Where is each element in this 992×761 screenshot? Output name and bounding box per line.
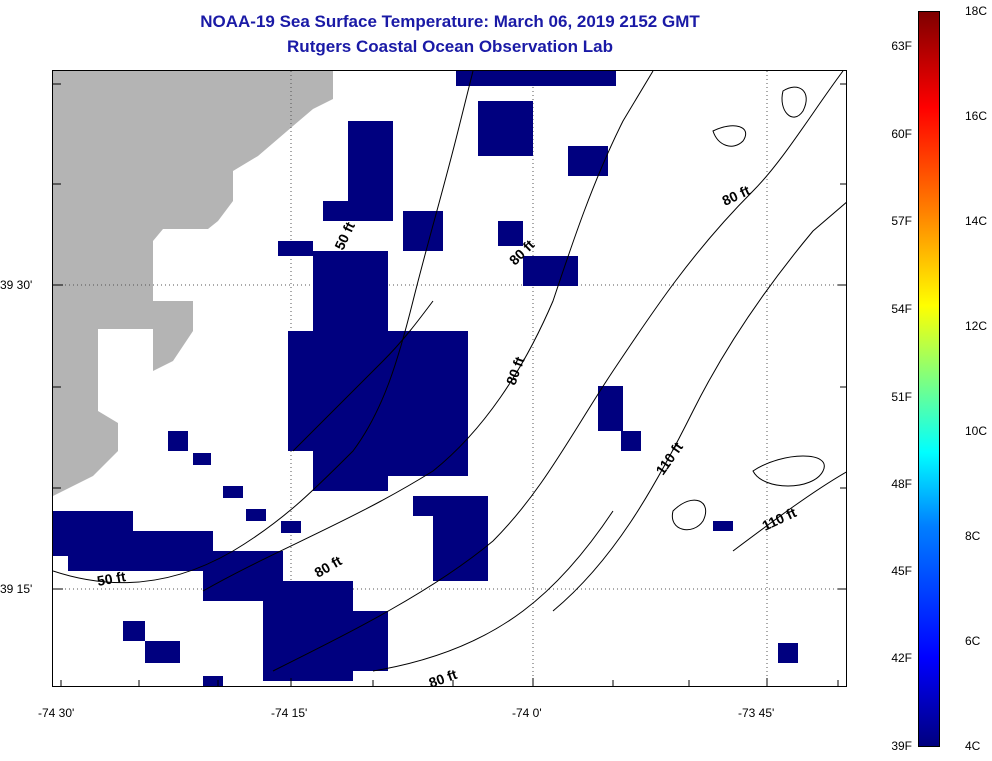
colorbar-f-label: 51F (891, 390, 912, 404)
map-subtitle: Rutgers Coastal Ocean Observation Lab (287, 37, 613, 56)
isobath-label: 80 ft (312, 552, 345, 580)
colorbar-f-label: 42F (891, 651, 912, 665)
colorbar-c-label: 8C (965, 529, 981, 543)
colorbar-f-label: 60F (891, 127, 912, 141)
colorbar-f-label: 63F (891, 39, 912, 53)
isobath-label: 50 ft (331, 219, 358, 252)
sst-pixels (53, 71, 798, 686)
colorbar-f-label: 57F (891, 214, 912, 228)
colorbar-f-label: 48F (891, 477, 912, 491)
isobath-label: 110 ft (652, 439, 686, 478)
colorbar-c-label: 10C (965, 424, 988, 438)
isobath-label: 80 ft (427, 666, 460, 687)
colorbar-c-label: 18C (965, 4, 988, 18)
lat-label: 39 30' (0, 278, 33, 292)
colorbar-c-label: 4C (965, 739, 981, 753)
colorbar-c-label: 16C (965, 109, 988, 123)
colorbar-f-label: 54F (891, 302, 912, 316)
lon-label: -74 0' (512, 706, 542, 720)
colorbar-f-label: 39F (891, 739, 912, 753)
lon-label: -74 15' (271, 706, 308, 720)
isobath-label: 80 ft (720, 182, 753, 209)
isobath-label: 110 ft (760, 504, 800, 534)
colorbar-c-label: 6C (965, 634, 981, 648)
isobath-contours (53, 71, 846, 672)
lon-label: -74 30' (38, 706, 75, 720)
isobath-label: 50 ft (96, 568, 127, 589)
lon-label: -73 45' (738, 706, 775, 720)
map-title: NOAA-19 Sea Surface Temperature: March 0… (200, 12, 700, 31)
land-inlet (98, 329, 153, 426)
colorbar-f-label: 45F (891, 564, 912, 578)
sst-map: 50 ft 80 ft 80 ft 80 ft 110 ft 110 ft 50… (52, 70, 847, 687)
isobath-label: 80 ft (503, 354, 528, 387)
colorbar-c-label: 12C (965, 319, 988, 333)
tick-marks (53, 83, 846, 686)
temperature-colorbar (918, 11, 940, 747)
map-canvas: 50 ft 80 ft 80 ft 80 ft 110 ft 110 ft 50… (53, 71, 846, 687)
colorbar-c-label: 14C (965, 214, 988, 228)
lat-label: 39 15' (0, 582, 33, 596)
